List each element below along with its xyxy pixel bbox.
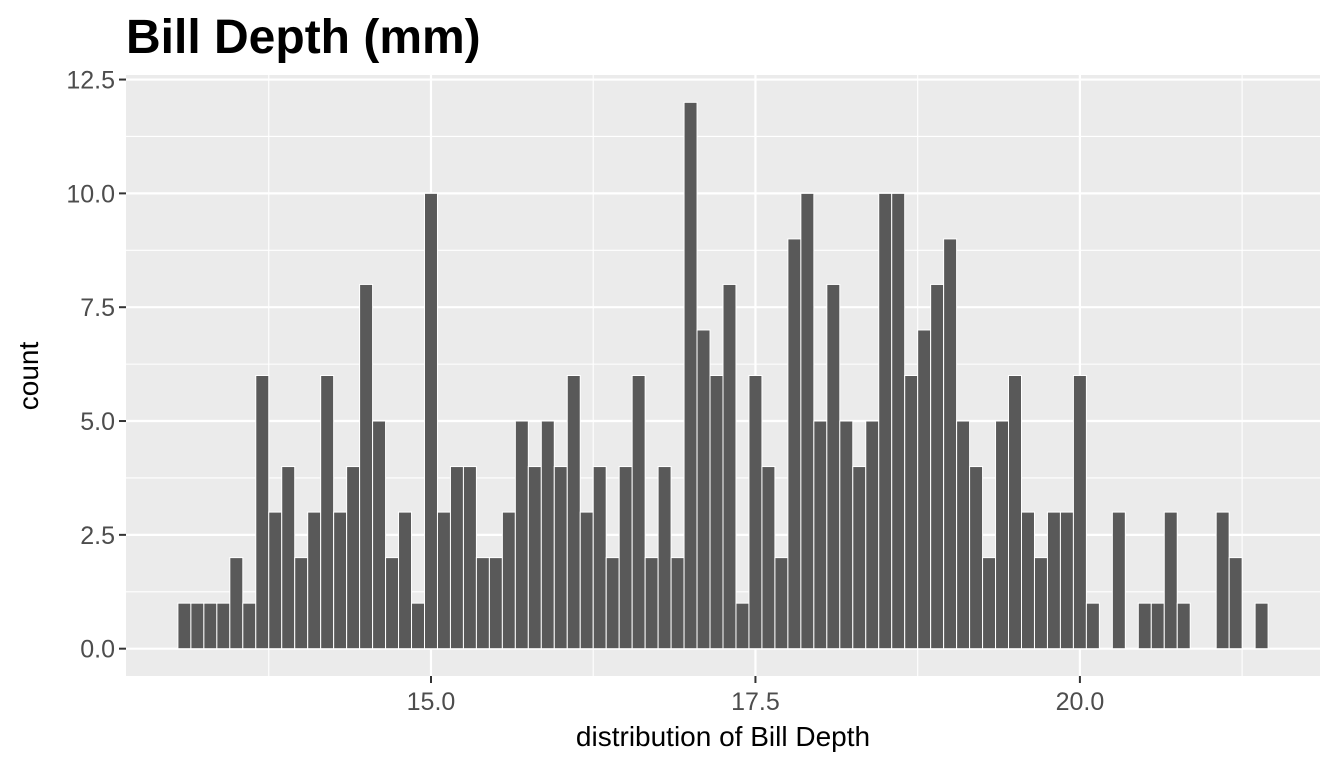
histogram-bar	[346, 466, 361, 650]
histogram-bar	[592, 466, 607, 650]
histogram-bar	[787, 238, 802, 650]
x-tick-label: 15.0	[407, 688, 456, 716]
histogram-bar	[488, 557, 503, 650]
histogram-bar	[1228, 557, 1243, 650]
histogram-bar	[657, 466, 672, 650]
histogram-bar	[514, 420, 529, 650]
y-tick-label: 2.5	[80, 522, 115, 550]
histogram-bar	[839, 420, 854, 650]
histogram-bar	[1215, 511, 1230, 650]
histogram-bar	[891, 192, 906, 650]
y-tick-label: 0.0	[80, 636, 115, 664]
histogram-bar	[1008, 375, 1022, 650]
histogram-bar	[956, 420, 971, 650]
histogram-bar	[255, 375, 270, 650]
histogram-bar	[398, 511, 413, 650]
histogram-bar	[411, 602, 425, 650]
histogram-bar	[709, 375, 724, 650]
histogram-bars	[177, 101, 1269, 650]
histogram-bar	[579, 511, 594, 650]
histogram-bar	[1111, 511, 1126, 650]
histogram-bar	[800, 192, 815, 650]
histogram-bar	[385, 557, 400, 650]
x-tick-label: 20.0	[1056, 688, 1105, 716]
histogram-bar	[865, 420, 880, 650]
histogram-bar	[1033, 557, 1048, 650]
histogram-bar	[177, 602, 192, 650]
histogram-bar	[359, 283, 374, 650]
chart-title: Bill Depth (mm)	[126, 11, 481, 64]
histogram-bar	[1021, 511, 1035, 650]
histogram-bar	[1150, 602, 1165, 650]
histogram-bar	[333, 511, 348, 650]
y-tick-label: 10.0	[66, 180, 115, 208]
histogram-bar	[229, 557, 244, 650]
histogram-bar	[320, 375, 335, 650]
histogram-bar	[540, 420, 555, 650]
histogram-bar	[813, 420, 828, 650]
y-tick-label: 7.5	[80, 294, 115, 322]
histogram-bar	[774, 557, 789, 650]
histogram-bar	[1072, 375, 1087, 650]
histogram-bar	[982, 557, 997, 650]
histogram-bar	[294, 557, 309, 650]
histogram-bar	[904, 375, 919, 650]
histogram-bar	[826, 283, 841, 650]
histogram-bar	[683, 101, 698, 650]
histogram-bar	[216, 602, 231, 650]
histogram-bar	[696, 329, 711, 650]
histogram-bar	[605, 557, 620, 650]
histogram-bar	[553, 466, 568, 650]
histogram-bar	[449, 466, 464, 650]
histogram-bar	[1046, 511, 1061, 650]
histogram-bar	[631, 375, 646, 650]
histogram-bar	[307, 511, 322, 650]
histogram-bar	[190, 602, 205, 650]
histogram-bar	[1059, 511, 1074, 650]
histogram-bar	[268, 511, 283, 650]
histogram-bar	[1254, 602, 1269, 650]
histogram-bar	[852, 466, 867, 650]
histogram-bar	[424, 192, 438, 650]
y-axis-title: count	[13, 342, 44, 411]
y-tick-label: 5.0	[80, 408, 115, 436]
histogram-bar	[735, 602, 750, 650]
histogram-bar	[242, 602, 257, 650]
histogram-bar	[670, 557, 685, 650]
histogram-bar	[436, 511, 451, 650]
histogram-bar	[566, 375, 581, 650]
histogram-bar	[1176, 602, 1191, 650]
histogram-bar	[462, 466, 477, 650]
histogram-bar	[475, 557, 490, 650]
histogram-bar	[969, 466, 984, 650]
histogram-bar	[501, 511, 516, 650]
histogram-bar	[644, 557, 659, 650]
histogram-bar	[618, 466, 633, 650]
histogram-bar	[1163, 511, 1178, 650]
x-axis-title: distribution of Bill Depth	[576, 721, 870, 752]
histogram-bar	[917, 329, 932, 650]
x-tick-label: 17.5	[731, 688, 780, 716]
histogram-bar	[995, 420, 1010, 650]
histogram-bar	[203, 602, 218, 650]
histogram-bar	[930, 283, 945, 650]
histogram-bar	[878, 192, 893, 650]
histogram-bar	[1137, 602, 1152, 650]
histogram-bar	[748, 375, 763, 650]
histogram-bar	[281, 466, 296, 650]
y-axis: 0.0 2.5 5.0 7.5 10.0 12.5	[66, 67, 126, 664]
histogram-bar	[372, 420, 387, 650]
histogram-bar	[722, 283, 737, 650]
y-tick-label: 12.5	[66, 67, 115, 95]
histogram-bar	[527, 466, 542, 650]
histogram-bar	[761, 466, 776, 650]
histogram-bar	[1085, 602, 1100, 650]
x-axis: 15.0 17.5 20.0	[407, 676, 1105, 716]
histogram-bar	[943, 238, 958, 650]
